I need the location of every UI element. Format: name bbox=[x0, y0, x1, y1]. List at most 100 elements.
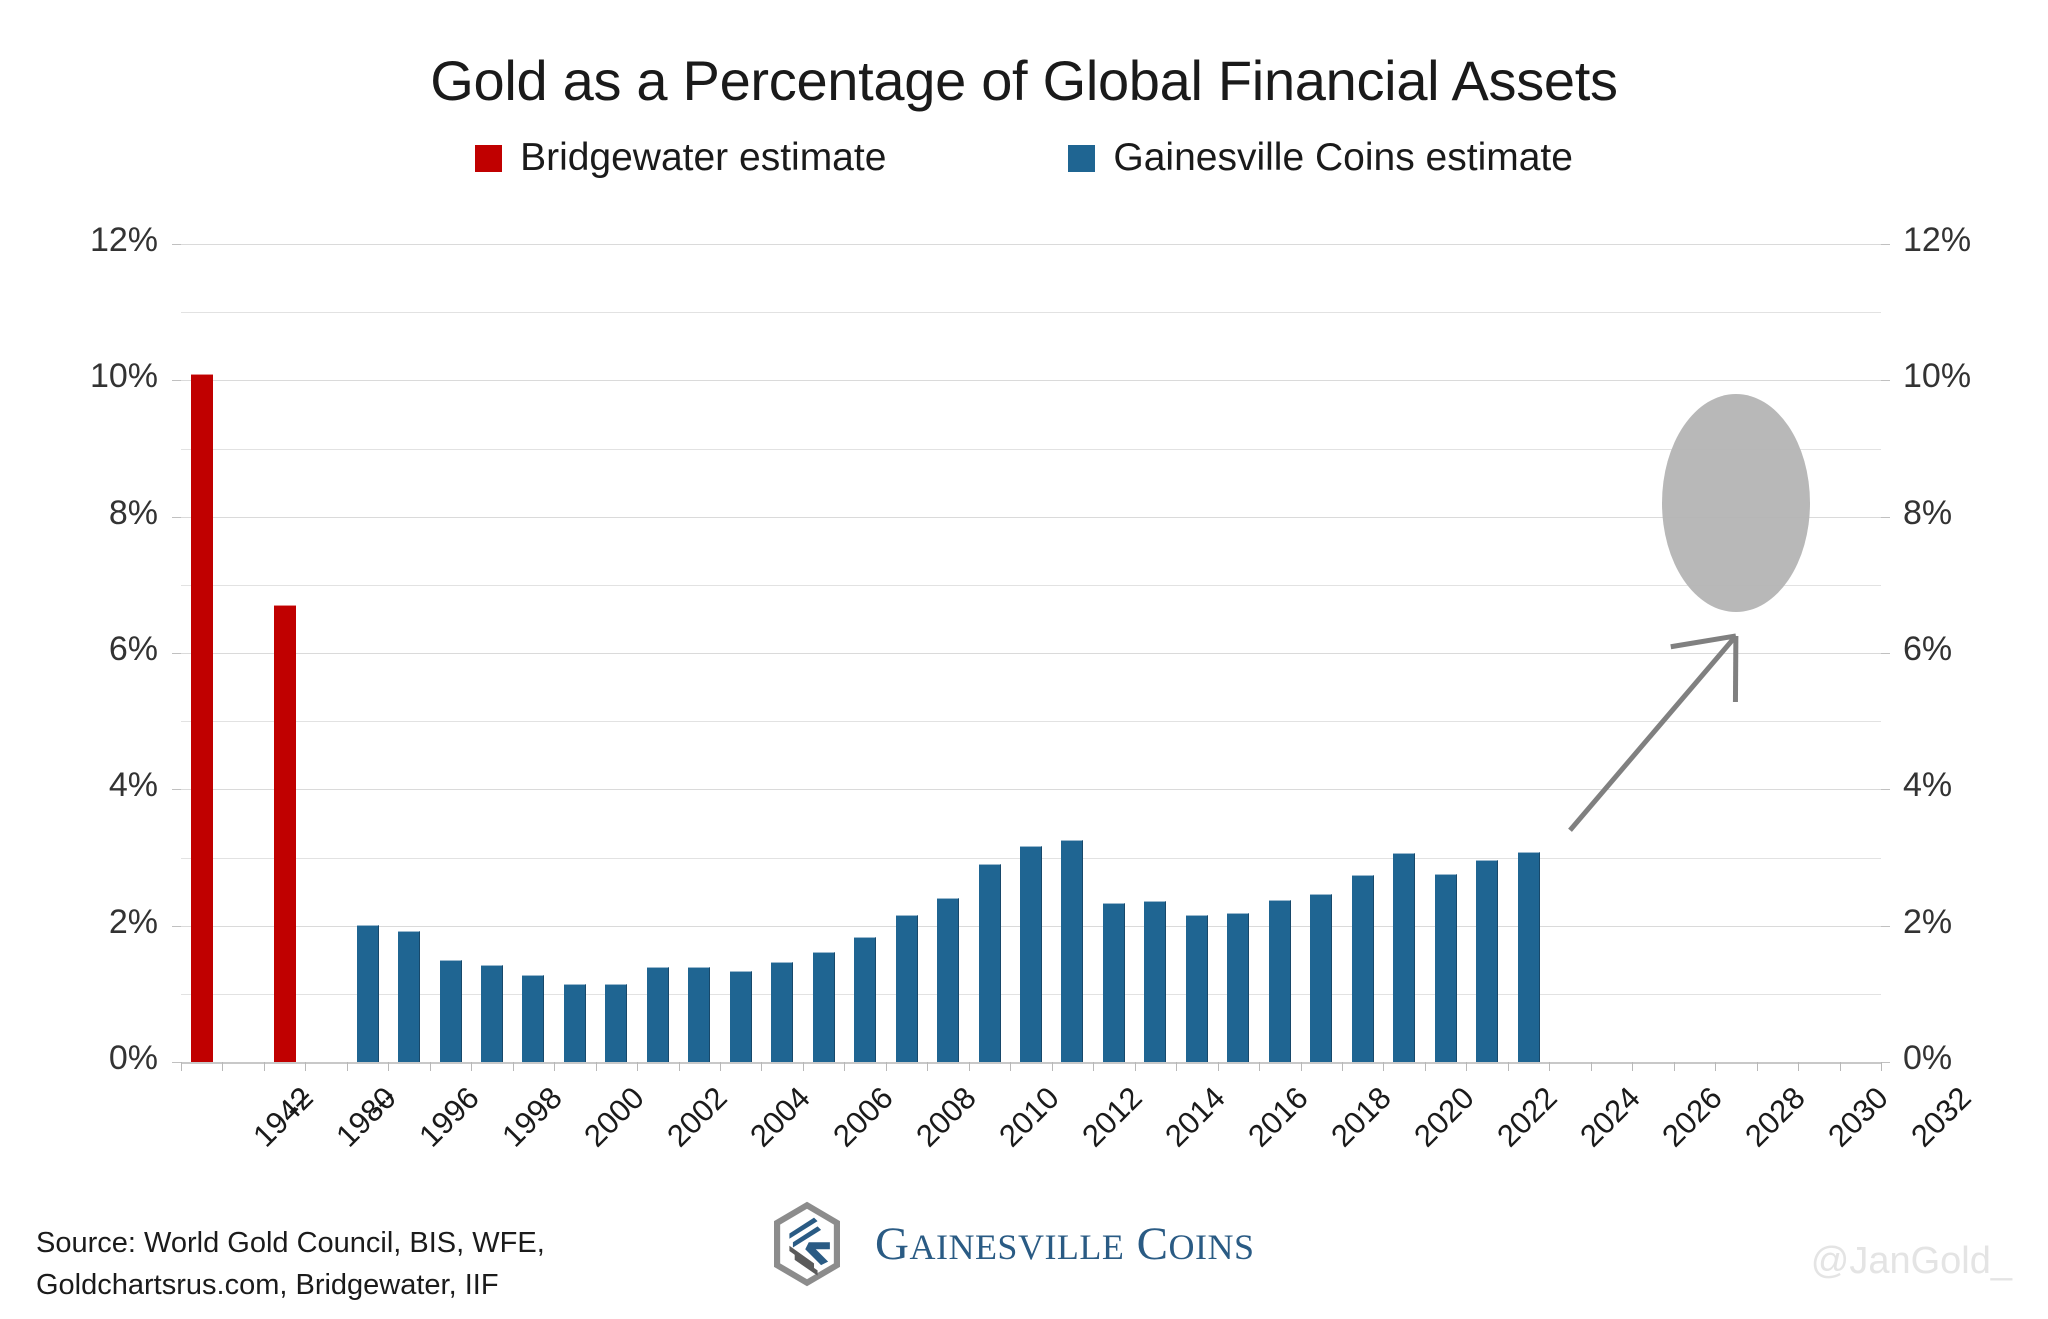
brand-initial-g: G bbox=[875, 1218, 910, 1270]
bar-1999[interactable] bbox=[480, 965, 503, 1062]
legend-item-bridgewater[interactable]: Bridgewater estimate bbox=[475, 136, 886, 180]
y-tick-mark bbox=[1881, 516, 1890, 518]
bars-layer bbox=[181, 244, 1881, 1062]
bar-2006[interactable] bbox=[771, 962, 794, 1062]
bar-1996[interactable] bbox=[356, 925, 379, 1062]
x-axis-label-2022: 2022 bbox=[1489, 1080, 1564, 1154]
x-tick-mark bbox=[1259, 1062, 1261, 1071]
bar-2019[interactable] bbox=[1310, 893, 1333, 1062]
brand-rest-gainesville: AINESVILLE bbox=[909, 1227, 1125, 1267]
bar-2014[interactable] bbox=[1102, 903, 1125, 1062]
y-axis-label-left-4pct: 4% bbox=[108, 766, 158, 805]
x-axis-label-2006: 2006 bbox=[826, 1080, 900, 1154]
legend-item-gainesville[interactable]: Gainesville Coins estimate bbox=[1068, 136, 1573, 180]
bar-2020[interactable] bbox=[1351, 875, 1374, 1062]
x-tick-mark bbox=[1051, 1062, 1053, 1071]
gridline-5pct bbox=[181, 721, 1881, 723]
x-tick-mark bbox=[1590, 1062, 1592, 1071]
brand-logo[interactable]: GAINESVILLE COINS bbox=[763, 1200, 1255, 1288]
y-tick-mark bbox=[1881, 244, 1890, 245]
y-axis-label-left-8pct: 8% bbox=[108, 493, 158, 532]
x-tick-mark bbox=[471, 1062, 473, 1071]
bar-1942[interactable] bbox=[190, 373, 213, 1062]
bar-2017[interactable] bbox=[1227, 912, 1250, 1062]
legend-label-gainesville: Gainesville Coins estimate bbox=[1113, 136, 1573, 179]
x-tick-mark bbox=[968, 1062, 970, 1071]
bar-2015[interactable] bbox=[1144, 901, 1167, 1062]
y-tick-mark bbox=[1881, 380, 1890, 382]
gridline-11pct bbox=[181, 312, 1881, 314]
y-tick-mark bbox=[1881, 653, 1890, 654]
x-axis-label-2016: 2016 bbox=[1241, 1080, 1315, 1154]
bar-2016[interactable] bbox=[1185, 915, 1208, 1062]
bar-2003[interactable] bbox=[646, 966, 669, 1062]
x-tick-mark bbox=[1673, 1062, 1675, 1071]
legend-label-bridgewater: Bridgewater estimate bbox=[520, 136, 887, 179]
x-tick-mark bbox=[637, 1062, 639, 1071]
x-axis-label-2014: 2014 bbox=[1158, 1080, 1232, 1154]
x-tick-mark bbox=[1134, 1062, 1136, 1071]
x-tick-mark bbox=[181, 1062, 182, 1071]
x-axis-label-2018: 2018 bbox=[1323, 1080, 1398, 1154]
bar-1998[interactable] bbox=[439, 959, 462, 1062]
x-tick-mark bbox=[512, 1062, 514, 1071]
x-tick-mark bbox=[927, 1062, 929, 1071]
bar-2013[interactable] bbox=[1061, 839, 1084, 1062]
x-axis-label-2032: 2032 bbox=[1904, 1080, 1978, 1154]
x-axis-label-2024: 2024 bbox=[1572, 1080, 1647, 1154]
y-axis-label-right-12pct: 12% bbox=[1903, 221, 1972, 259]
growth-trend-arrow bbox=[1568, 633, 1739, 832]
bar-2018[interactable] bbox=[1268, 899, 1291, 1062]
y-axis-label-left-6pct: 6% bbox=[108, 630, 158, 668]
y-tick-mark bbox=[172, 1062, 181, 1063]
bar-2008[interactable] bbox=[854, 936, 877, 1062]
bar-2000[interactable] bbox=[522, 975, 545, 1062]
y-axis-label-right-8pct: 8% bbox=[1903, 493, 1953, 532]
bar-2011[interactable] bbox=[978, 864, 1001, 1062]
gridline-6pct bbox=[181, 653, 1881, 654]
x-axis-label-2030: 2030 bbox=[1821, 1080, 1896, 1154]
y-axis-label-left-0pct: 0% bbox=[108, 1039, 158, 1077]
x-axis-label-2012: 2012 bbox=[1075, 1080, 1149, 1154]
y-axis-label-right-6pct: 6% bbox=[1903, 630, 1953, 668]
bar-2005[interactable] bbox=[729, 971, 752, 1062]
legend-swatch-blue bbox=[1068, 144, 1096, 172]
y-axis-label-right-10pct: 10% bbox=[1903, 357, 1972, 396]
gridline-12pct bbox=[181, 244, 1881, 245]
y-tick-mark bbox=[172, 244, 181, 245]
x-tick-mark bbox=[1424, 1062, 1426, 1071]
bar-1980[interactable] bbox=[273, 605, 296, 1062]
x-tick-mark bbox=[554, 1062, 556, 1071]
plot-area bbox=[172, 244, 1890, 1071]
bar-2001[interactable] bbox=[563, 984, 586, 1062]
bar-2012[interactable] bbox=[1020, 845, 1042, 1062]
bar-2007[interactable] bbox=[812, 951, 835, 1062]
x-tick-mark bbox=[1300, 1062, 1302, 1071]
x-tick-mark bbox=[1383, 1062, 1385, 1071]
bar-1997[interactable] bbox=[398, 931, 421, 1062]
x-tick-mark bbox=[1715, 1062, 1717, 1071]
source-line-1: Source: World Gold Council, BIS, WFE, bbox=[36, 1227, 545, 1259]
bar-2009[interactable] bbox=[895, 915, 918, 1062]
gainesville-coins-mark bbox=[773, 1201, 841, 1287]
bar-2023[interactable] bbox=[1476, 860, 1499, 1062]
x-axis-label-2026: 2026 bbox=[1655, 1080, 1730, 1154]
x-tick-mark bbox=[595, 1062, 597, 1071]
bar-2024[interactable] bbox=[1517, 852, 1540, 1062]
bar-2002[interactable] bbox=[605, 983, 628, 1062]
axis-baseline bbox=[181, 1062, 1881, 1064]
bar-2004[interactable] bbox=[688, 967, 711, 1062]
x-tick-mark bbox=[844, 1062, 846, 1071]
x-tick-mark bbox=[1466, 1062, 1468, 1071]
y-tick-mark bbox=[1881, 925, 1890, 927]
bar-2022[interactable] bbox=[1434, 873, 1457, 1062]
x-tick-mark bbox=[802, 1062, 804, 1071]
bar-2010[interactable] bbox=[937, 897, 960, 1062]
y-axis-label-right-0pct: 0% bbox=[1903, 1039, 1953, 1077]
y-tick-mark bbox=[172, 653, 181, 654]
x-axis-label-1998: 1998 bbox=[494, 1080, 569, 1154]
bar-2021[interactable] bbox=[1393, 853, 1416, 1062]
source-note: Source: World Gold Council, BIS, WFE, Go… bbox=[36, 1222, 656, 1306]
brand-initial-c: C bbox=[1136, 1218, 1169, 1270]
x-axis-label-2002: 2002 bbox=[660, 1080, 735, 1154]
